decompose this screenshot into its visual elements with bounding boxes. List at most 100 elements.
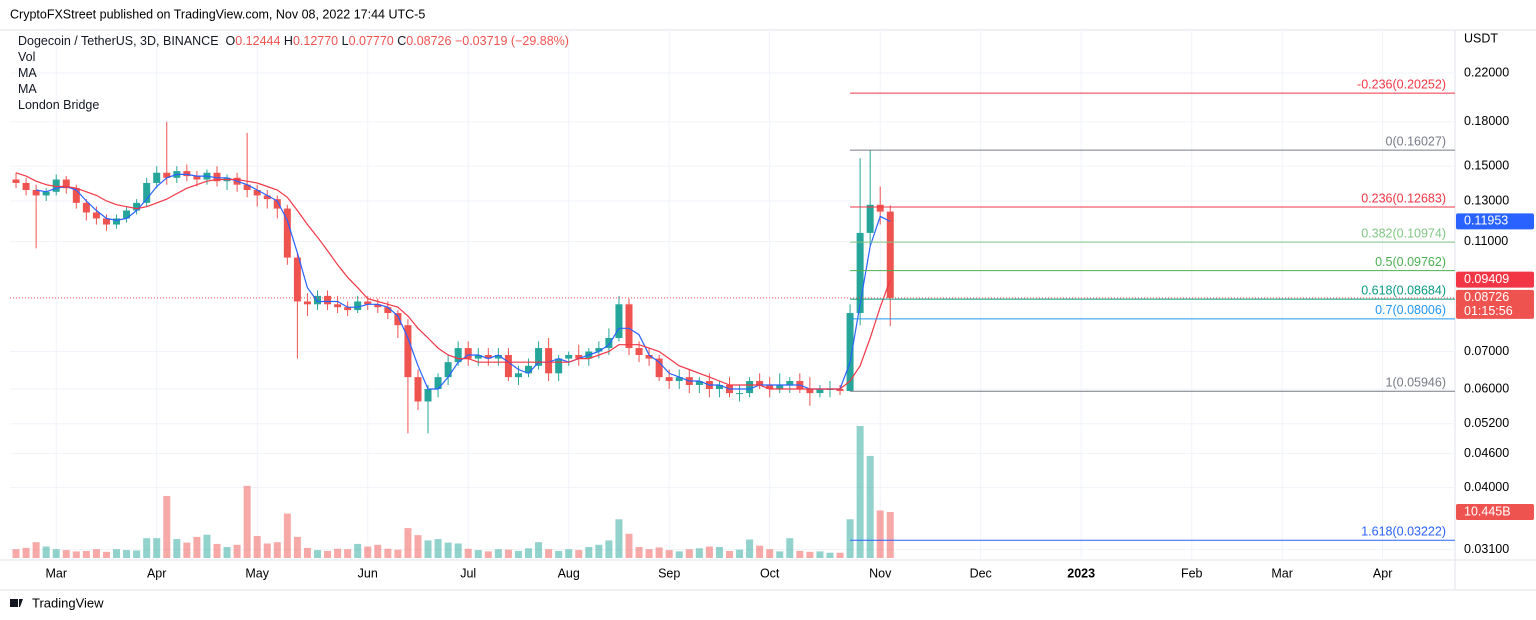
- change: −0.03719 (−29.88%): [454, 34, 569, 48]
- y-tick-label: 0.15000: [1464, 158, 1509, 172]
- volume-bar: [645, 549, 653, 558]
- volume-bar: [685, 549, 693, 558]
- candle-body: [514, 373, 522, 378]
- volume-bar: [786, 538, 794, 558]
- x-tick-label: Feb: [1181, 566, 1203, 580]
- volume-bar: [494, 549, 502, 558]
- volume-label-box: [1456, 504, 1534, 521]
- legend-entry[interactable]: MA: [18, 66, 37, 80]
- volume-bar: [213, 543, 221, 558]
- candle-body: [313, 295, 321, 305]
- x-tick-label: Dec: [970, 566, 992, 580]
- legend-entry[interactable]: MA: [18, 82, 37, 96]
- candle-body: [113, 218, 121, 225]
- candle-body: [424, 388, 432, 402]
- volume-bar: [173, 539, 181, 558]
- x-tick-label: Mar: [45, 566, 67, 580]
- volume-bar: [705, 546, 713, 558]
- candle-body: [364, 301, 372, 305]
- volume-bar: [444, 542, 452, 558]
- volume-bar: [273, 542, 281, 558]
- volume-bar: [243, 485, 251, 558]
- candle-body: [786, 381, 794, 385]
- volume-bar: [525, 548, 533, 558]
- y-tick-label: 0.04000: [1464, 480, 1509, 494]
- volume-bar: [424, 540, 432, 558]
- volume-bar: [283, 513, 291, 558]
- volume-bar: [414, 535, 422, 558]
- volume-bar: [354, 543, 362, 558]
- volume-bar: [233, 544, 241, 558]
- legend-entry[interactable]: Vol: [18, 50, 36, 64]
- candle-body: [605, 337, 613, 349]
- candle-body: [454, 348, 462, 363]
- fib-label: 0.5(0.09762): [1375, 255, 1446, 269]
- candle-body: [856, 232, 864, 314]
- countdown: 01:15:56: [1464, 304, 1513, 318]
- x-tick-label: Jul: [460, 566, 476, 580]
- volume-bar: [816, 551, 824, 558]
- candle-body: [344, 307, 352, 311]
- ohlc-key: C: [397, 34, 407, 48]
- candle-body: [886, 211, 894, 298]
- ohlc-key: L: [341, 34, 349, 48]
- candle-body: [133, 202, 141, 211]
- volume-bar: [474, 550, 482, 558]
- candle-body: [525, 365, 533, 374]
- candle-body: [535, 348, 543, 366]
- countdown-box: [1456, 303, 1534, 319]
- volume-bar: [203, 534, 211, 558]
- candle-body: [806, 388, 814, 394]
- x-tick-label: 2023: [1067, 566, 1095, 580]
- x-tick-label: Mar: [1271, 566, 1293, 580]
- volume-bar: [52, 549, 60, 558]
- y-tick-label: 0.07000: [1464, 344, 1509, 358]
- x-tick-label: Oct: [760, 566, 780, 580]
- candle-body: [62, 179, 70, 189]
- ma-price-box: [1456, 213, 1534, 230]
- volume-bar: [384, 548, 392, 558]
- candle-body: [283, 208, 291, 258]
- candle-body: [324, 295, 332, 305]
- y-tick-label: 0.03100: [1464, 542, 1509, 556]
- volume-bar: [123, 550, 131, 558]
- candle-body: [384, 307, 392, 314]
- volume-bar: [22, 547, 30, 558]
- y-tick-label: 0.13000: [1464, 193, 1509, 207]
- volume-bar: [555, 550, 563, 558]
- volume-bar: [886, 512, 894, 558]
- volume-bar: [223, 547, 231, 558]
- volume-bar: [856, 426, 864, 558]
- volume-bar: [846, 519, 854, 558]
- volume-bar: [334, 548, 342, 558]
- fib-label: 0(0.16027): [1386, 134, 1446, 148]
- volume-bar: [806, 551, 814, 558]
- candle-body: [183, 171, 191, 177]
- volume-bar: [62, 550, 70, 558]
- symbol: Dogecoin / TetherUS, 3D, BINANCE: [18, 34, 219, 48]
- fib-label: 0.382(0.10974): [1361, 226, 1446, 240]
- candle-body: [816, 388, 824, 394]
- y-tick-label: 0.05200: [1464, 416, 1509, 430]
- candle-body: [615, 304, 623, 338]
- y-tick-label: 0.04600: [1464, 446, 1509, 460]
- candle-body: [52, 179, 60, 192]
- legend-entry[interactable]: London Bridge: [18, 98, 100, 112]
- volume-bar: [303, 547, 311, 558]
- candle-body: [293, 257, 301, 302]
- volume-bar: [635, 547, 643, 558]
- candle-body: [876, 204, 884, 212]
- x-tick-label: Jun: [358, 566, 378, 580]
- volume-bar: [394, 549, 402, 558]
- volume-bar: [535, 542, 543, 558]
- candle-body: [836, 388, 844, 392]
- volume-bar: [102, 551, 110, 558]
- candle-body: [32, 190, 40, 196]
- ma-line: [35, 173, 891, 390]
- candle-body: [655, 358, 663, 378]
- candle-body: [193, 176, 201, 180]
- volume-bar: [715, 547, 723, 558]
- candle-body: [394, 313, 402, 326]
- candle-body: [866, 204, 874, 233]
- candle-body: [273, 199, 281, 209]
